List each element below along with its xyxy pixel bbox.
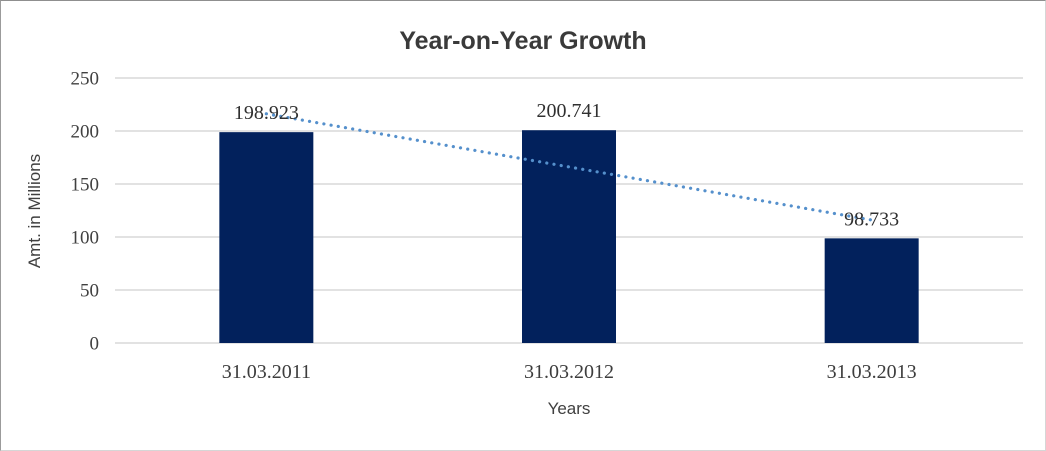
bar — [824, 238, 919, 343]
y-tick-labels-group: 0 50 100 150 200 250 — [71, 69, 100, 355]
x-category-label: 31.03.2011 — [222, 361, 311, 383]
x-category-label: 31.03.2012 — [524, 361, 614, 383]
bar — [522, 130, 616, 343]
y-tick-label: 0 — [90, 334, 100, 355]
bar — [219, 132, 314, 343]
x-category-label: 31.03.2013 — [827, 361, 917, 383]
y-tick-label: 50 — [80, 281, 99, 302]
y-axis-title: Amt. in Millions — [25, 154, 44, 268]
chart-title: Year-on-Year Growth — [399, 27, 646, 55]
y-tick-label: 150 — [71, 175, 100, 196]
y-tick-label: 200 — [71, 122, 100, 143]
x-category-labels-group: 31.03.2011 31.03.2012 31.03.2013 — [222, 361, 917, 383]
y-tick-label: 100 — [71, 228, 100, 249]
x-axis-title: Years — [548, 399, 591, 418]
bar-value-label: 198.923 — [234, 102, 299, 124]
bar-value-label: 200.741 — [537, 100, 602, 122]
bar-value-labels-group: 198.923 200.741 98.733 — [234, 100, 899, 230]
trendline — [264, 112, 874, 222]
y-tick-label: 250 — [71, 69, 100, 90]
bar-value-label: 98.733 — [844, 208, 899, 230]
